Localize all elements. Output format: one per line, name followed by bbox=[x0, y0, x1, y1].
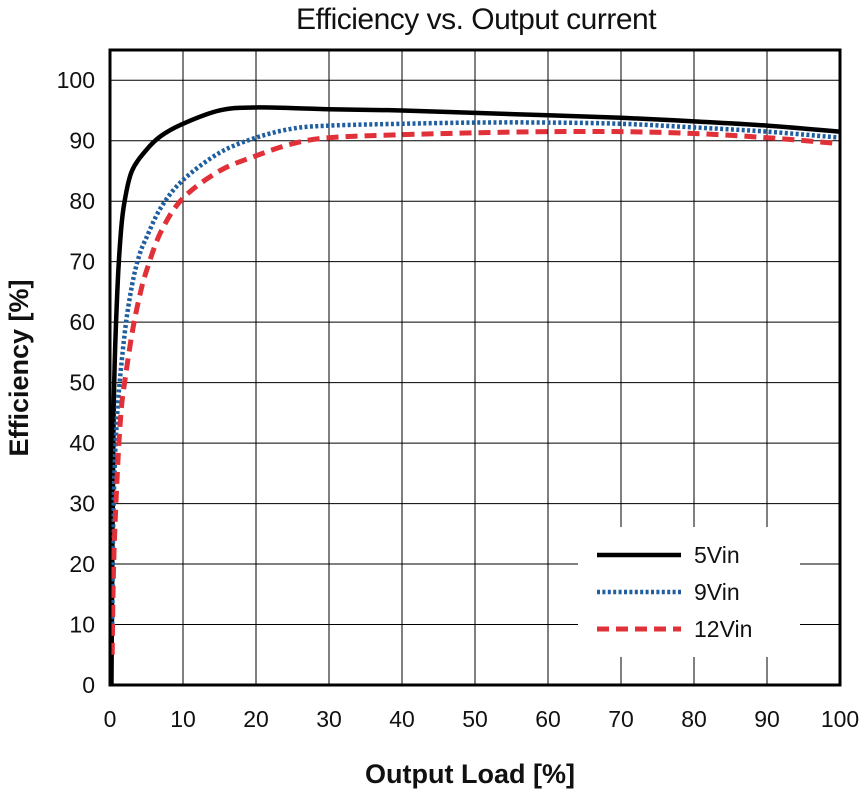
x-tick-label: 70 bbox=[608, 706, 634, 732]
legend-label-12vin: 12Vin bbox=[694, 616, 752, 642]
x-tick-label: 10 bbox=[170, 706, 196, 732]
plot-frame bbox=[108, 48, 842, 687]
y-tick-label: 50 bbox=[69, 370, 95, 396]
x-tick-label: 100 bbox=[821, 706, 859, 732]
legend: 5Vin 9Vin 12Vin bbox=[578, 527, 800, 657]
series-line-9vin bbox=[109, 120, 841, 625]
legend-box bbox=[578, 527, 800, 657]
y-tick-label: 60 bbox=[69, 309, 95, 335]
chart-title: Efficiency vs. Output current bbox=[296, 3, 657, 36]
x-tick-label: 20 bbox=[243, 706, 269, 732]
y-tick-label: 10 bbox=[69, 612, 95, 638]
y-axis-tick-labels: 0 10 20 30 40 50 60 70 80 90 100 bbox=[57, 67, 95, 698]
y-tick-label: 90 bbox=[69, 128, 95, 154]
y-tick-label: 80 bbox=[69, 188, 95, 214]
y-tick-label: 20 bbox=[69, 551, 95, 577]
series-line-12vin bbox=[109, 128, 841, 655]
y-tick-label: 30 bbox=[69, 491, 95, 517]
series-lines bbox=[109, 105, 841, 686]
y-tick-label: 0 bbox=[82, 672, 95, 698]
x-tick-label: 60 bbox=[535, 706, 561, 732]
x-tick-label: 40 bbox=[389, 706, 415, 732]
x-tick-label: 30 bbox=[316, 706, 342, 732]
y-axis-title: Efficiency [%] bbox=[4, 279, 34, 456]
series-line-5vin bbox=[109, 105, 841, 686]
x-tick-label: 90 bbox=[754, 706, 780, 732]
legend-label-9vin: 9Vin bbox=[694, 579, 740, 605]
x-tick-label: 50 bbox=[462, 706, 488, 732]
y-tick-label: 100 bbox=[57, 67, 95, 93]
y-tick-label: 40 bbox=[69, 430, 95, 456]
legend-label-5vin: 5Vin bbox=[694, 542, 740, 568]
y-tick-label: 70 bbox=[69, 249, 95, 275]
x-tick-label: 80 bbox=[681, 706, 707, 732]
x-axis-title: Output Load [%] bbox=[365, 759, 575, 789]
x-tick-label: 0 bbox=[104, 706, 117, 732]
x-axis-tick-labels: 0 10 20 30 40 50 60 70 80 90 100 bbox=[104, 706, 860, 732]
